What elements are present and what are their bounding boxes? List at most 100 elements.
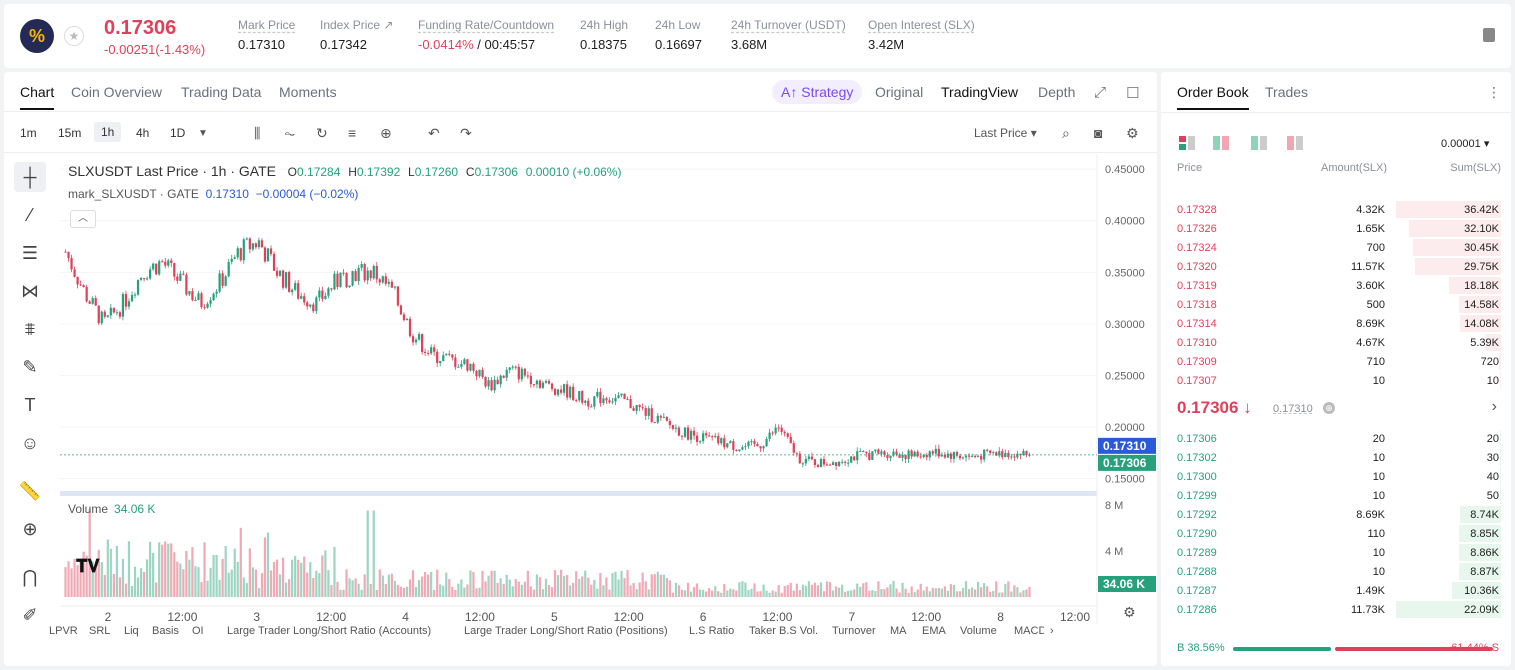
- interval-4h[interactable]: 4h: [136, 126, 150, 140]
- list-icon[interactable]: ≡: [348, 125, 357, 141]
- view-asks-icon[interactable]: [1287, 136, 1303, 150]
- ask-row[interactable]: 0.17307 10 10: [1161, 371, 1511, 390]
- view-original[interactable]: Original: [875, 84, 924, 100]
- horizontal-lines-icon[interactable]: ☰: [21, 242, 39, 263]
- view-both-icon[interactable]: [1179, 136, 1195, 150]
- ind-large-trader-accounts[interactable]: Large Trader Long/Short Ratio (Accounts): [227, 625, 432, 637]
- view-tradingview[interactable]: TradingView: [941, 84, 1019, 100]
- indicators-icon[interactable]: ⏦: [284, 125, 296, 141]
- bid-row[interactable]: 0.17288 10 8.87K: [1161, 562, 1511, 581]
- pattern-icon[interactable]: ⋈: [21, 280, 39, 301]
- bid-row[interactable]: 0.17302 10 30: [1161, 448, 1511, 467]
- ind-ma[interactable]: MA: [890, 625, 907, 637]
- stat-index-price[interactable]: Index Price ↗ 0.17342: [320, 18, 394, 52]
- bid-row[interactable]: 0.17299 10 50: [1161, 486, 1511, 505]
- tab-trading-data[interactable]: Trading Data: [181, 84, 262, 100]
- candle-type-icon[interactable]: ⫼: [254, 125, 261, 141]
- price-type-select[interactable]: Last Price ▾: [974, 126, 1037, 140]
- tab-coin-overview[interactable]: Coin Overview: [71, 84, 163, 100]
- ask-row[interactable]: 0.17328 4.32K 36.42K: [1161, 200, 1511, 219]
- document-icon[interactable]: [1483, 28, 1495, 42]
- ask-row[interactable]: 0.17314 8.69K 14.08K: [1161, 314, 1511, 333]
- fib-icon[interactable]: ⩨: [24, 318, 36, 339]
- emoji-icon[interactable]: ☺: [20, 432, 40, 453]
- trend-line-icon[interactable]: ⁄: [28, 204, 32, 225]
- strategy-button[interactable]: A↑ Strategy: [772, 80, 863, 104]
- info-icon[interactable]: ⊕: [1323, 402, 1335, 414]
- ask-row[interactable]: 0.17324 700 30.45K: [1161, 238, 1511, 257]
- search-icon[interactable]: ⌕: [1062, 125, 1070, 141]
- volume-bar: [475, 588, 478, 597]
- ask-row[interactable]: 0.17319 3.60K 18.18K: [1161, 276, 1511, 295]
- ind-lpvr[interactable]: LPVR: [49, 625, 78, 637]
- candle-body: [399, 305, 403, 315]
- bid-row[interactable]: 0.17290 110 8.85K: [1161, 524, 1511, 543]
- collapse-legend-button[interactable]: ︿: [70, 210, 96, 228]
- view-bids-icon[interactable]: [1251, 136, 1267, 150]
- ind-large-trader-positions[interactable]: Large Trader Long/Short Ratio (Positions…: [464, 625, 668, 637]
- add-alert-icon[interactable]: ⊕: [380, 125, 392, 141]
- chevron-right-icon[interactable]: ›: [1491, 398, 1497, 415]
- tab-chart[interactable]: Chart: [20, 84, 55, 110]
- zoom-in-icon[interactable]: ⊕: [22, 518, 38, 539]
- interval-1h[interactable]: 1h: [94, 122, 122, 142]
- camera-icon[interactable]: ◙: [1094, 125, 1103, 141]
- bid-row[interactable]: 0.17286 11.73K 22.09K: [1161, 600, 1511, 619]
- ind-basis[interactable]: Basis: [152, 625, 179, 637]
- interval-15m[interactable]: 15m: [58, 126, 82, 140]
- bid-depth-bar: [1459, 525, 1501, 542]
- pane-separator: [60, 491, 1097, 496]
- interval-1m[interactable]: 1m: [20, 126, 37, 140]
- volume-bar: [674, 582, 678, 597]
- undo-icon[interactable]: ↶: [428, 125, 440, 141]
- pencil-lock-icon[interactable]: ✐: [22, 604, 38, 625]
- favorite-star-icon[interactable]: ★: [64, 26, 84, 46]
- bid-row[interactable]: 0.17292 8.69K 8.74K: [1161, 505, 1511, 524]
- ask-row[interactable]: 0.17320 11.57K 29.75K: [1161, 257, 1511, 276]
- sell-ratio: 61.44% S: [1451, 642, 1499, 654]
- ind-macd[interactable]: MACD: [1014, 625, 1044, 637]
- text-icon[interactable]: T: [24, 394, 36, 415]
- ask-row[interactable]: 0.17326 1.65K 32.10K: [1161, 219, 1511, 238]
- expand-icon[interactable]: ⤢: [1094, 84, 1107, 101]
- bid-row[interactable]: 0.17300 10 40: [1161, 467, 1511, 486]
- ind-liq[interactable]: Liq: [124, 625, 139, 637]
- volume-bar: [188, 559, 191, 597]
- x-tick-label: 7: [849, 610, 856, 624]
- precision-select[interactable]: 0.00001 ▾: [1441, 138, 1490, 150]
- ind-taker-vol[interactable]: Taker B.S Vol.: [749, 625, 819, 637]
- ind-srl[interactable]: SRL: [89, 625, 111, 637]
- ind-oi[interactable]: OI: [192, 625, 204, 637]
- tab-trades[interactable]: Trades: [1265, 84, 1309, 100]
- ask-row[interactable]: 0.17318 500 14.58K: [1161, 295, 1511, 314]
- chevron-down-icon[interactable]: ▼: [198, 128, 208, 139]
- view-split-icon[interactable]: [1213, 136, 1229, 150]
- view-depth[interactable]: Depth: [1038, 84, 1076, 100]
- ask-row[interactable]: 0.17310 4.67K 5.39K: [1161, 333, 1511, 352]
- interval-1d[interactable]: 1D: [170, 126, 186, 140]
- redo-icon[interactable]: ↷: [460, 125, 472, 141]
- ask-depth-bar: [1396, 201, 1501, 218]
- ind-ema[interactable]: EMA: [922, 625, 946, 637]
- price-chart[interactable]: 0.45000 0.40000 0.35000 0.30000 0.25000 0.200…: [4, 154, 1157, 624]
- chevron-right-icon[interactable]: ›: [1050, 625, 1054, 637]
- more-icon[interactable]: ⋮: [1487, 84, 1501, 100]
- volume-bar: [566, 575, 569, 597]
- tab-order-book[interactable]: Order Book: [1177, 84, 1249, 110]
- magnet-icon[interactable]: ⋂: [22, 566, 38, 587]
- bid-row[interactable]: 0.17289 10 8.86K: [1161, 543, 1511, 562]
- ind-volume[interactable]: Volume: [960, 625, 997, 637]
- tab-moments[interactable]: Moments: [279, 84, 337, 100]
- ind-ls-ratio[interactable]: L.S Ratio: [689, 625, 735, 637]
- ind-turnover[interactable]: Turnover: [832, 625, 876, 637]
- bid-row[interactable]: 0.17306 20 20: [1161, 429, 1511, 448]
- gear-icon[interactable]: ⚙: [1126, 125, 1139, 141]
- ruler-icon[interactable]: 📏: [18, 480, 42, 501]
- bid-row[interactable]: 0.17287 1.49K 10.36K: [1161, 581, 1511, 600]
- crosshair-icon[interactable]: ┼: [14, 162, 46, 192]
- ask-row[interactable]: 0.17309 710 720: [1161, 352, 1511, 371]
- brush-icon[interactable]: ✎: [22, 356, 38, 377]
- window-icon[interactable]: ☐: [1126, 85, 1140, 102]
- refresh-icon[interactable]: ↻: [316, 125, 328, 141]
- candle-body: [529, 375, 532, 385]
